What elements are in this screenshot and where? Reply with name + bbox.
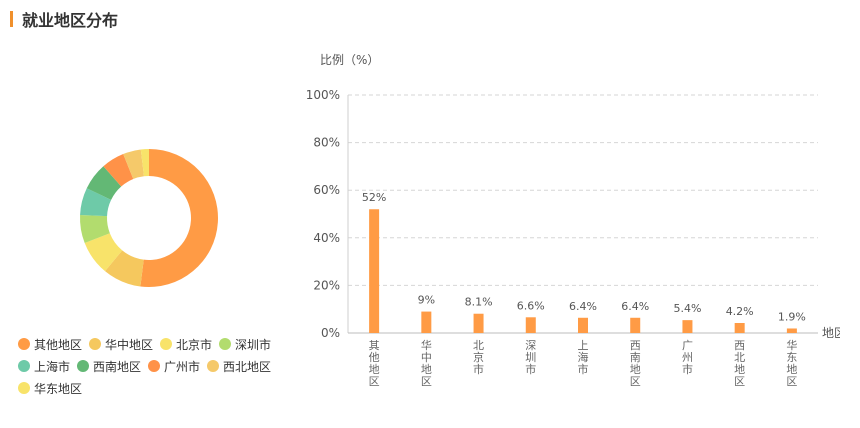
x-tick-label: 上海市: [578, 339, 589, 376]
legend-marker: [148, 360, 161, 372]
x-tick-label: 华东地区: [786, 338, 797, 388]
section-header: 就业地区分布: [10, 9, 119, 30]
legend-marker: [219, 338, 232, 350]
x-tick-label: 其他地区: [369, 339, 380, 388]
bar-item-6[interactable]: [630, 317, 641, 333]
legend-label: 华东地区: [34, 381, 83, 396]
legend-item-item-3[interactable]: 北京市: [160, 336, 212, 352]
legend-marker: [207, 360, 220, 372]
legend-item-item-5[interactable]: 上海市: [18, 358, 70, 374]
legend-marker: [160, 338, 173, 350]
legend-label: 深圳市: [235, 337, 272, 352]
data-label: 6.4%: [621, 300, 649, 313]
title-accent-bar: [10, 11, 13, 27]
donut-slice-item-3[interactable]: [84, 233, 123, 272]
donut-slice-item-5[interactable]: [80, 188, 112, 217]
legend-item-item-1[interactable]: 其他地区: [18, 336, 82, 352]
y-tick-label: 60%: [313, 183, 340, 197]
legend-marker: [18, 360, 30, 372]
donut-slice-item-9[interactable]: [140, 149, 149, 177]
legend-label: 其他地区: [34, 337, 83, 352]
legend-label: 北京市: [176, 337, 213, 352]
y-tick-label: 100%: [306, 88, 340, 102]
bar-item-4[interactable]: [525, 317, 536, 333]
bar-item-8[interactable]: [734, 323, 745, 333]
y-tick-label: 0%: [321, 326, 340, 340]
bar-item-5[interactable]: [578, 317, 588, 333]
legend-marker: [89, 338, 102, 350]
y-tick-label: 20%: [313, 278, 340, 292]
donut-slice-item-1[interactable]: [140, 149, 218, 287]
donut-legend: 其他地区 华中地区 北京市 深圳市上海市 西南地区 广州市 西北地区华东地区: [18, 336, 308, 396]
x-tick-label: 华中地区: [421, 338, 432, 388]
data-label: 1.9%: [778, 310, 806, 323]
donut-slice-item-8[interactable]: [123, 149, 144, 180]
data-label: 6.6%: [517, 299, 545, 312]
legend-item-item-7[interactable]: 广州市: [148, 358, 200, 374]
legend-label: 华中地区: [105, 337, 154, 352]
donut-slice-item-4[interactable]: [80, 214, 110, 243]
legend-item-item-6[interactable]: 西南地区: [77, 358, 141, 374]
bar-item-9[interactable]: [786, 328, 797, 333]
legend-label: 上海市: [34, 359, 71, 374]
data-label: 8.1%: [465, 296, 493, 309]
legend-marker: [77, 360, 90, 372]
x-tick-label: 北京市: [473, 339, 484, 376]
legend-item-item-9[interactable]: 华东地区: [18, 380, 82, 396]
y-axis-title: 比例（%）: [320, 53, 379, 67]
x-tick-label: 广州市: [682, 339, 693, 376]
section-title: 就业地区分布: [22, 11, 119, 30]
x-tick-label: 深圳市: [525, 339, 536, 376]
legend-item-item-4[interactable]: 深圳市: [219, 336, 271, 352]
x-tick-label: 西南地区: [630, 339, 641, 388]
donut-slice-item-2[interactable]: [105, 250, 144, 287]
bar-item-1[interactable]: [369, 209, 380, 333]
legend-marker: [18, 382, 30, 394]
donut-chart: [80, 149, 218, 287]
legend-marker: [18, 338, 30, 350]
y-tick-label: 80%: [313, 136, 340, 150]
donut-slice-item-6[interactable]: [86, 166, 122, 200]
bar-item-3[interactable]: [473, 313, 484, 333]
data-label: 9%: [418, 294, 435, 307]
x-axis-title: 地区: [822, 326, 840, 340]
legend-label: 西南地区: [93, 359, 142, 374]
bar-chart: 比例（%） 0% 20% 40% 60% 80% 100% 地区 52% 其他地区 9% 华中地区 8.…: [306, 53, 840, 388]
legend-item-item-8[interactable]: 西北地区: [207, 358, 271, 374]
donut-slice-item-7[interactable]: [103, 154, 134, 187]
legend-item-item-2[interactable]: 华中地区: [89, 336, 153, 352]
y-tick-label: 40%: [313, 231, 340, 245]
data-label: 4.2%: [726, 305, 754, 318]
data-label: 5.4%: [673, 302, 701, 315]
legend-label: 西北地区: [223, 359, 272, 374]
bar-item-2[interactable]: [421, 311, 432, 333]
legend-label: 广州市: [164, 359, 201, 374]
data-label: 6.4%: [569, 300, 597, 313]
bar-item-7[interactable]: [682, 320, 693, 333]
x-tick-label: 西北地区: [734, 339, 745, 388]
data-label: 52%: [362, 191, 386, 204]
